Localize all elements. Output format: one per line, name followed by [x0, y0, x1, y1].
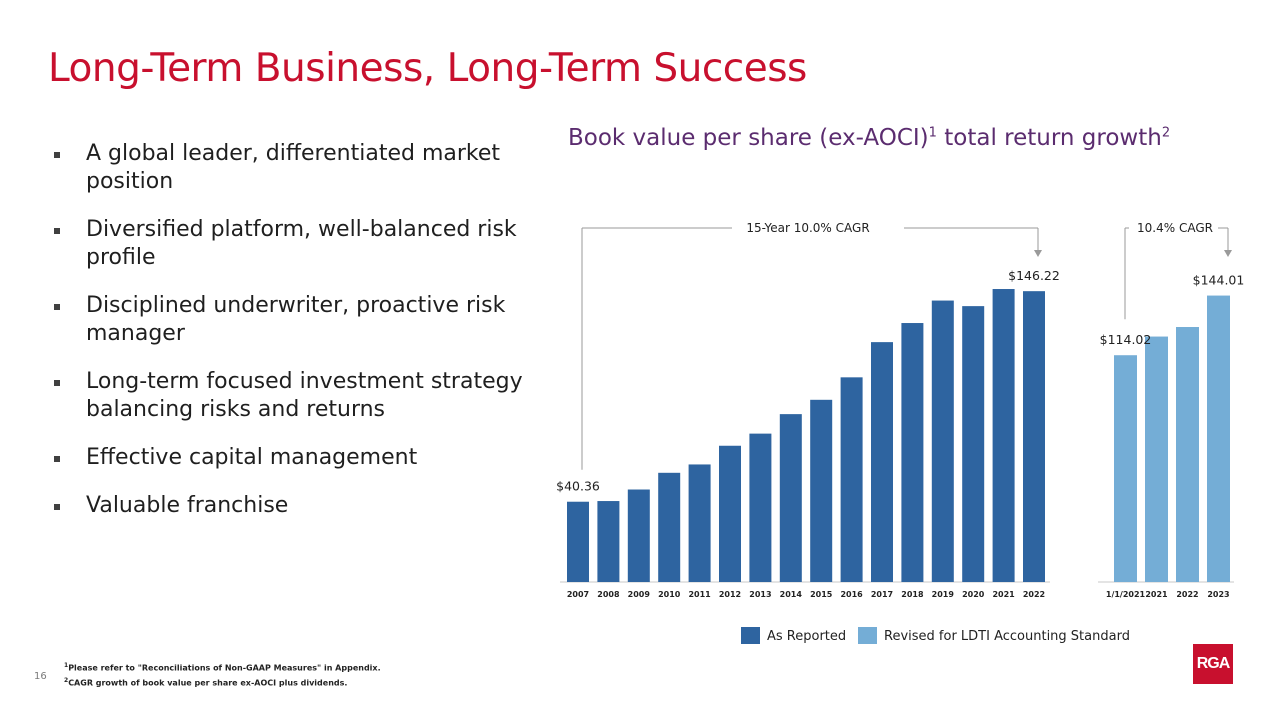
x-tick-label: 2021: [1145, 590, 1168, 599]
bullet-square-icon: [54, 504, 60, 510]
data-label: $114.02: [1100, 332, 1152, 347]
bullet-square-icon: [54, 380, 60, 386]
x-tick-label: 2008: [597, 590, 620, 599]
bar-2007: [567, 501, 589, 582]
footnotes: 1Please refer to "Reconciliations of Non…: [64, 660, 381, 689]
x-tick-label: 2014: [780, 590, 803, 599]
bar-2009: [627, 489, 650, 582]
bar-2017: [871, 342, 893, 582]
bar-2022: [1176, 327, 1199, 582]
x-tick-label: 2021: [992, 590, 1015, 599]
bar-2021: [1145, 336, 1168, 582]
bar-2008: [597, 501, 620, 582]
bar-2022: [1023, 291, 1045, 582]
x-tick-label: 2007: [567, 590, 589, 599]
page-title: Long-Term Business, Long-Term Success: [48, 46, 807, 91]
footnote-2: 2CAGR growth of book value per share ex-…: [64, 676, 348, 688]
bullet-item: A global leader, differentiated market p…: [52, 140, 532, 196]
data-label: $144.01: [1193, 273, 1245, 288]
x-tick-label: 2016: [840, 590, 863, 599]
cagr-arrow-icon: [1034, 250, 1042, 257]
bullet-item: Effective capital management: [52, 444, 532, 472]
chart-title: Book value per share (ex-AOCI)1 total re…: [568, 125, 1171, 151]
bullet-list: A global leader, differentiated market p…: [52, 140, 532, 540]
bar-2021: [992, 289, 1015, 582]
bar-2011: [688, 464, 711, 582]
data-label: $146.22: [1008, 268, 1060, 283]
bullet-item: Disciplined underwriter, proactive risk …: [52, 292, 532, 348]
x-tick-label: 2009: [628, 590, 651, 599]
x-tick-label: 2022: [1176, 590, 1198, 599]
bullet-item: Diversified platform, well-balanced risk…: [52, 216, 532, 272]
bar-1-1-2021: [1114, 355, 1137, 582]
x-tick-label: 2017: [871, 590, 893, 599]
cagr-annotation: 10.4% CAGR: [1137, 221, 1213, 235]
bullet-square-icon: [54, 456, 60, 462]
data-label: $40.36: [556, 479, 600, 494]
x-tick-label: 2023: [1207, 590, 1229, 599]
rga-logo: RGA: [1193, 644, 1233, 684]
legend-label: As Reported: [767, 629, 846, 644]
bar-2015: [810, 399, 833, 582]
x-tick-label: 1/1/2021: [1106, 590, 1146, 599]
bar-2023: [1207, 295, 1230, 582]
x-tick-label: 2012: [719, 590, 741, 599]
bullet-square-icon: [54, 304, 60, 310]
x-tick-label: 2013: [749, 590, 771, 599]
legend-label: Revised for LDTI Accounting Standard: [884, 629, 1130, 644]
legend-swatch: [858, 627, 877, 644]
bar-2010: [658, 472, 681, 582]
page-number: 16: [34, 671, 47, 682]
bullet-square-icon: [54, 152, 60, 158]
x-tick-label: 2011: [688, 590, 711, 599]
bullet-square-icon: [54, 228, 60, 234]
bar-2016: [840, 377, 863, 582]
footnote-1: 1Please refer to "Reconciliations of Non…: [64, 662, 381, 673]
bullet-item: Valuable franchise: [52, 492, 532, 520]
x-tick-label: 2015: [810, 590, 833, 599]
x-tick-label: 2020: [962, 590, 985, 599]
legend-swatch: [741, 627, 760, 644]
bar-2018: [901, 323, 924, 582]
bar-2019: [931, 300, 954, 582]
bar-2020: [962, 306, 985, 582]
x-tick-label: 2022: [1023, 590, 1045, 599]
bar-2012: [719, 445, 741, 582]
bar-2013: [749, 433, 772, 582]
bar-2014: [779, 414, 802, 582]
cagr-annotation: 15-Year 10.0% CAGR: [746, 221, 869, 235]
x-tick-label: 2010: [658, 590, 681, 599]
x-tick-label: 2018: [901, 590, 924, 599]
bullet-item: Long-term focused investment strategy ba…: [52, 368, 532, 424]
cagr-arrow-icon: [1224, 250, 1232, 257]
x-tick-label: 2019: [932, 590, 955, 599]
